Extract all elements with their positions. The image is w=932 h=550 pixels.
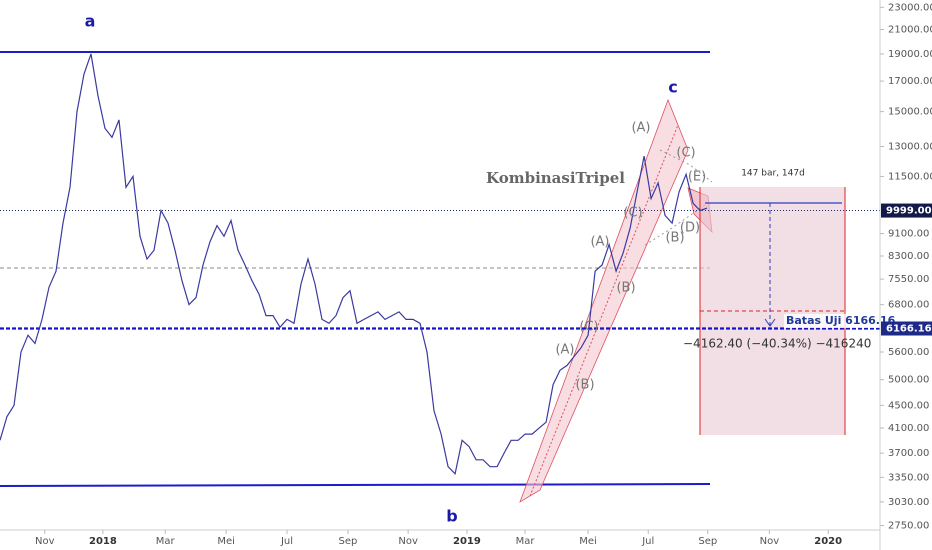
y-tick-label: 5000.00 xyxy=(888,375,929,386)
x-tick-label: Mar xyxy=(156,536,176,547)
x-tick-label: 2019 xyxy=(453,536,481,547)
price-tag-label: 6166.16 xyxy=(886,324,932,335)
price-tag-label: 9999.00 xyxy=(886,206,932,217)
wave-dots xyxy=(659,149,713,183)
y-tick-label: 7550.00 xyxy=(888,274,929,285)
wave-label: (B) xyxy=(575,378,594,393)
x-tick-label: 2018 xyxy=(89,536,117,547)
wave-label: (A) xyxy=(631,121,650,136)
range-info: 147 bar, 147d xyxy=(741,169,805,179)
y-tick-label: 3030.00 xyxy=(888,497,929,508)
wave-label: (A) xyxy=(590,235,609,250)
wave-label: (B) xyxy=(665,231,684,246)
level-label: Batas Uji 6166.16 xyxy=(786,314,896,327)
axes: 23000.00 21000.00 19000.00 17000.00 15000.00… xyxy=(35,2,932,547)
y-tick-label: 3350.00 xyxy=(888,472,929,483)
y-tick-label: 13000.00 xyxy=(888,142,932,153)
y-tick-label: 5600.00 xyxy=(888,347,929,358)
price-tag xyxy=(881,321,932,336)
x-tick-label: Sep xyxy=(339,536,358,547)
x-tick-label: Nov xyxy=(760,536,780,547)
support-line xyxy=(0,483,711,487)
price-tag xyxy=(881,203,932,218)
wave-label: (D) xyxy=(680,221,700,236)
wave-label: a xyxy=(85,12,96,31)
y-tick-label: 4500.00 xyxy=(888,400,929,411)
y-tick-label: 15000.00 xyxy=(888,107,932,118)
x-tick-label: Sep xyxy=(698,536,717,547)
y-tick-label: 3700.00 xyxy=(888,448,929,459)
y-tick-label: 2750.00 xyxy=(888,521,929,532)
y-tick-label: 11500.00 xyxy=(888,171,932,182)
wave-label: (C) xyxy=(623,206,642,221)
x-tick-label: Jul xyxy=(641,536,654,547)
x-tick-label: Jul xyxy=(280,536,293,547)
wave-label: (C) xyxy=(579,320,598,335)
wave-label: (A) xyxy=(555,343,574,358)
x-tick-label: 2020 xyxy=(814,536,842,547)
arrow-head xyxy=(764,318,776,327)
y-tick-label: 9100.00 xyxy=(888,229,929,240)
y-tick-label: 6800.00 xyxy=(888,300,929,311)
wave-label: (E) xyxy=(688,170,706,185)
rising-channel xyxy=(519,98,689,503)
x-tick-label: Mei xyxy=(579,536,597,547)
x-tick-label: Nov xyxy=(35,536,55,547)
measure-label: −4162.40 (−40.34%) −416240 xyxy=(683,337,871,351)
label-bg xyxy=(784,314,880,328)
plot xyxy=(0,53,880,476)
x-tick-label: Mei xyxy=(217,536,235,547)
y-tick-label: 21000.00 xyxy=(888,25,932,36)
wave-label: (B) xyxy=(616,281,635,296)
y-tick-label: 4100.00 xyxy=(888,423,929,434)
wave-dots xyxy=(644,204,706,246)
y-tick-label: 19000.00 xyxy=(888,49,932,60)
y-tick-label: 17000.00 xyxy=(888,76,932,87)
x-tick-label: Nov xyxy=(398,536,418,547)
wave-label: c xyxy=(668,78,677,97)
y-tick-label: 8300.00 xyxy=(888,251,929,262)
y-tick-label: 23000.00 xyxy=(888,2,932,13)
wave-label: b xyxy=(446,507,457,526)
price-line xyxy=(0,53,708,476)
channel-mid xyxy=(529,124,679,497)
wave-label: (C) xyxy=(676,146,695,161)
x-tick-label: Mar xyxy=(516,536,536,547)
chart-title: KombinasiTripel xyxy=(486,169,625,187)
